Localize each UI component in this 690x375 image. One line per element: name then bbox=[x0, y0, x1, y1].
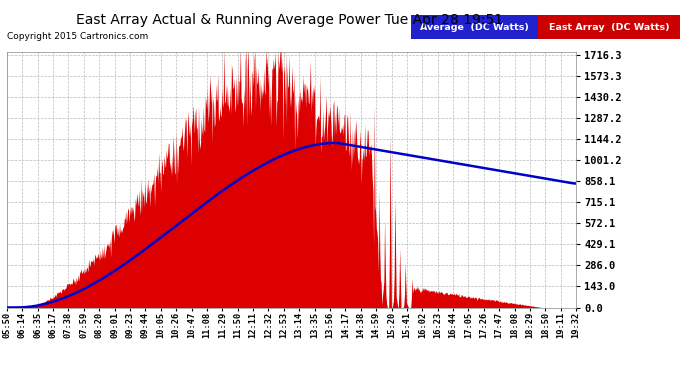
FancyBboxPatch shape bbox=[538, 15, 680, 39]
Text: East Array  (DC Watts): East Array (DC Watts) bbox=[549, 22, 669, 32]
Text: Average  (DC Watts): Average (DC Watts) bbox=[420, 22, 529, 32]
FancyBboxPatch shape bbox=[411, 15, 538, 39]
Text: Copyright 2015 Cartronics.com: Copyright 2015 Cartronics.com bbox=[7, 32, 148, 41]
Text: East Array Actual & Running Average Power Tue Apr 28 19:51: East Array Actual & Running Average Powe… bbox=[76, 13, 504, 27]
